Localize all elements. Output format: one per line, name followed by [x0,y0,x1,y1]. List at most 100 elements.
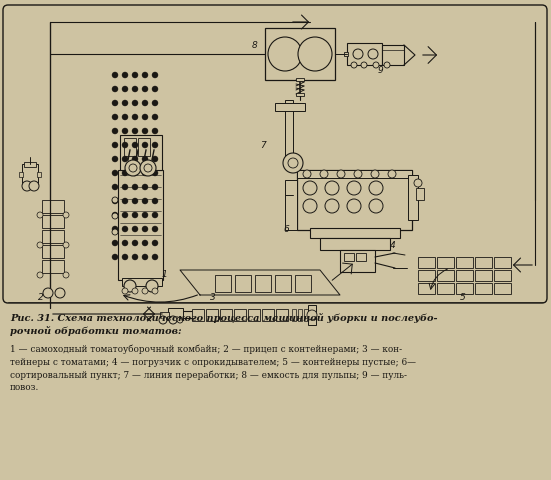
FancyBboxPatch shape [3,5,547,303]
Circle shape [122,240,128,246]
Bar [408,175,418,220]
Circle shape [159,316,167,324]
Bar [42,260,64,273]
Bar [475,283,492,294]
Text: 8: 8 [252,41,258,50]
Circle shape [283,153,303,173]
Circle shape [132,184,138,190]
Bar [310,228,400,238]
Bar [494,257,511,268]
Bar [265,28,335,80]
Bar [22,164,38,186]
Circle shape [112,212,118,218]
Bar [475,257,492,268]
Circle shape [132,288,138,294]
Circle shape [354,170,362,178]
Circle shape [361,62,367,68]
Text: 2: 2 [38,293,44,302]
Circle shape [132,198,138,204]
Circle shape [112,170,118,176]
Text: 9: 9 [378,66,383,75]
Text: Рис. 31. Схема технологического процесса машинной уборки и послеубо-
рочной обра: Рис. 31. Схема технологического процесса… [10,313,437,336]
Circle shape [112,240,118,246]
Circle shape [122,86,128,92]
Bar [24,162,36,167]
Circle shape [353,49,363,59]
Circle shape [122,72,128,78]
Circle shape [142,142,148,148]
Circle shape [132,170,138,176]
Bar [437,257,454,268]
Circle shape [298,37,332,71]
Bar [475,270,492,281]
Circle shape [112,72,118,78]
Circle shape [142,288,148,294]
Text: 3: 3 [210,293,216,302]
Bar [42,200,64,213]
Bar [297,170,412,178]
Circle shape [132,212,138,218]
Bar [456,257,473,268]
Circle shape [132,128,138,134]
Circle shape [124,280,136,292]
Circle shape [142,170,148,176]
Circle shape [142,128,148,134]
Circle shape [63,242,69,248]
Circle shape [337,170,345,178]
Circle shape [132,114,138,120]
Circle shape [132,254,138,260]
Circle shape [112,142,118,148]
Bar [215,275,231,292]
Circle shape [43,288,53,298]
Bar [206,309,218,321]
Circle shape [142,184,148,190]
Circle shape [177,317,183,323]
Circle shape [112,114,118,120]
Circle shape [325,181,339,195]
Circle shape [152,114,158,120]
Circle shape [112,254,118,260]
Bar [418,257,435,268]
Bar [418,270,435,281]
Circle shape [122,212,128,218]
Circle shape [142,198,148,204]
Bar [437,283,454,294]
Bar [37,172,41,177]
Circle shape [129,164,137,172]
Circle shape [112,100,118,106]
Bar [192,309,204,321]
Circle shape [369,199,383,213]
Circle shape [112,229,118,235]
Circle shape [142,156,148,162]
Circle shape [152,288,158,294]
Circle shape [122,100,128,106]
Text: 1 — самоходный томатоуборочный комбайн; 2 — прицеп с контейнерами; 3 — кон-
тейн: 1 — самоходный томатоуборочный комбайн; … [10,345,416,392]
Circle shape [307,310,317,320]
Circle shape [369,181,383,195]
Bar [168,308,183,320]
Bar [297,170,412,230]
Bar [292,309,296,321]
Circle shape [152,86,158,92]
Circle shape [146,280,158,292]
Circle shape [384,62,390,68]
Circle shape [37,242,43,248]
Circle shape [152,240,158,246]
Circle shape [347,181,361,195]
Circle shape [140,160,156,176]
Circle shape [112,226,118,232]
Circle shape [112,198,118,204]
Circle shape [152,254,158,260]
Bar [276,309,288,321]
Circle shape [388,170,396,178]
Circle shape [351,62,357,68]
Circle shape [112,184,118,190]
Circle shape [29,181,39,191]
Bar [235,275,251,292]
Circle shape [122,142,128,148]
Circle shape [122,198,128,204]
Circle shape [132,100,138,106]
Bar [304,309,308,321]
Circle shape [122,170,128,176]
Bar [285,100,293,165]
